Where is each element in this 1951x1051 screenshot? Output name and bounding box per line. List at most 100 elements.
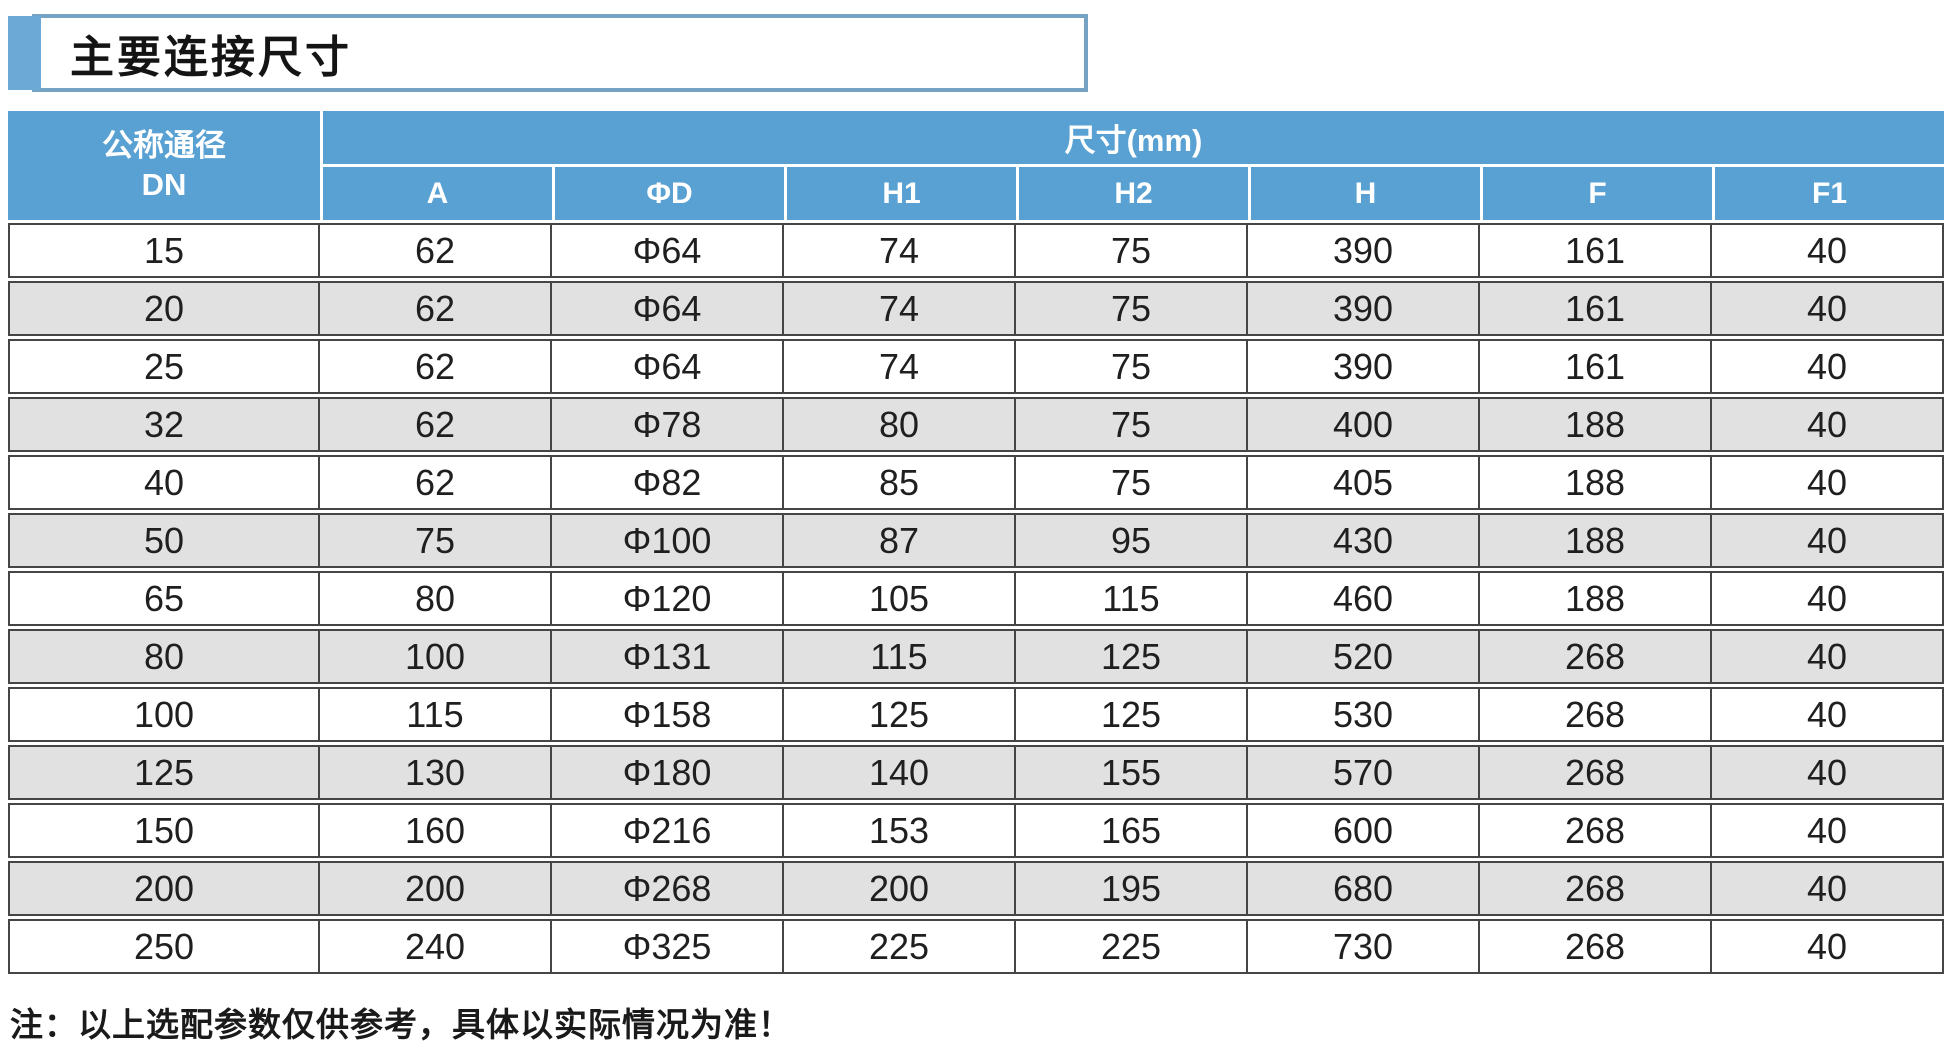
table-cell: 570 — [1248, 745, 1480, 800]
column-header-f1: F1 — [1712, 167, 1945, 220]
sub-header-row: A ΦD H1 H2 H F F1 — [8, 167, 1945, 220]
column-group-header-size-mm: 尺寸(mm) — [320, 111, 1945, 164]
table-cell: 161 — [1480, 281, 1712, 336]
table-cell: 390 — [1248, 339, 1480, 394]
table-cell: 140 — [784, 745, 1016, 800]
dn-header-line2: DN — [141, 166, 187, 202]
table-cell: 40 — [1712, 513, 1945, 568]
table-cell: 40 — [1712, 339, 1945, 394]
table-cell: 188 — [1480, 571, 1712, 626]
column-header-a: A — [320, 167, 552, 220]
table-row: 65 80 Φ120 105 115 460 188 40 — [8, 571, 1945, 626]
table-cell: 460 — [1248, 571, 1480, 626]
table-cell: 268 — [1480, 745, 1712, 800]
column-header-h2: H2 — [1016, 167, 1248, 220]
title-box: 主要连接尺寸 — [32, 14, 1088, 92]
table-cell: 40 — [1712, 629, 1945, 684]
column-header-f: F — [1480, 167, 1712, 220]
table-cell: 62 — [320, 397, 552, 452]
table-cell: 75 — [1016, 339, 1248, 394]
table-cell: 74 — [784, 281, 1016, 336]
table-cell: Φ64 — [552, 339, 784, 394]
table-row: 20 62 Φ64 74 75 390 161 40 — [8, 281, 1945, 336]
table-cell: 115 — [1016, 571, 1248, 626]
table-cell: 250 — [8, 919, 320, 974]
table-cell: 74 — [784, 223, 1016, 278]
table-cell: 40 — [1712, 571, 1945, 626]
table-cell: Φ120 — [552, 571, 784, 626]
table-cell: 390 — [1248, 281, 1480, 336]
page-title: 主要连接尺寸 — [70, 33, 352, 82]
table-cell: 85 — [784, 455, 1016, 510]
table-cell: 40 — [1712, 281, 1945, 336]
table-cell: 125 — [1016, 629, 1248, 684]
table-cell: 730 — [1248, 919, 1480, 974]
table-cell: 268 — [1480, 861, 1712, 916]
table-cell: Φ78 — [552, 397, 784, 452]
table-row: 40 62 Φ82 85 75 405 188 40 — [8, 455, 1945, 510]
table-cell: Φ100 — [552, 513, 784, 568]
table-cell: Φ268 — [552, 861, 784, 916]
table-cell: 75 — [1016, 397, 1248, 452]
table-row: 250 240 Φ325 225 225 730 268 40 — [8, 919, 1945, 974]
table-cell: 40 — [1712, 397, 1945, 452]
table-cell: 165 — [1016, 803, 1248, 858]
table-cell: 188 — [1480, 513, 1712, 568]
column-header-h1: H1 — [784, 167, 1016, 220]
table-cell: Φ325 — [552, 919, 784, 974]
table-cell: 130 — [320, 745, 552, 800]
table-cell: 80 — [8, 629, 320, 684]
column-header-dn: 公称通径 DN — [8, 111, 320, 220]
table-cell: 75 — [320, 513, 552, 568]
column-header-φd: ΦD — [552, 167, 784, 220]
table-cell: 150 — [8, 803, 320, 858]
table-cell: 430 — [1248, 513, 1480, 568]
table-cell: 530 — [1248, 687, 1480, 742]
table-cell: 40 — [1712, 455, 1945, 510]
table-cell: 50 — [8, 513, 320, 568]
table-cell: 62 — [320, 223, 552, 278]
group-header-row: 公称通径 DN 尺寸(mm) — [8, 111, 1945, 220]
table-cell: 74 — [784, 339, 1016, 394]
title-accent-block — [8, 16, 41, 90]
table-cell: 15 — [8, 223, 320, 278]
table-cell: 62 — [320, 339, 552, 394]
dn-header-line1: 公称通径 — [102, 127, 226, 163]
table-cell: 40 — [1712, 745, 1945, 800]
table-cell: 40 — [1712, 803, 1945, 858]
table-cell: 125 — [1016, 687, 1248, 742]
table-cell: 32 — [8, 397, 320, 452]
table-cell: 520 — [1248, 629, 1480, 684]
table-cell: 115 — [320, 687, 552, 742]
table-cell: 20 — [8, 281, 320, 336]
table-cell: 40 — [1712, 919, 1945, 974]
table-row: 25 62 Φ64 74 75 390 161 40 — [8, 339, 1945, 394]
table-body: 15 62 Φ64 74 75 390 161 40 20 62 Φ64 74 75 390 161 40 25… — [8, 223, 1945, 974]
table-cell: 87 — [784, 513, 1016, 568]
table-cell: Φ158 — [552, 687, 784, 742]
table-cell: 268 — [1480, 629, 1712, 684]
table-cell: 125 — [784, 687, 1016, 742]
table-cell: 105 — [784, 571, 1016, 626]
column-header-h: H — [1248, 167, 1480, 220]
table-cell: 40 — [1712, 861, 1945, 916]
table-cell: 200 — [8, 861, 320, 916]
table-row: 125 130 Φ180 140 155 570 268 40 — [8, 745, 1945, 800]
table-cell: 268 — [1480, 919, 1712, 974]
table-row: 15 62 Φ64 74 75 390 161 40 — [8, 223, 1945, 278]
table-cell: 268 — [1480, 687, 1712, 742]
title-bar: 主要连接尺寸 — [8, 14, 1088, 92]
table-cell: Φ131 — [552, 629, 784, 684]
table-cell: 75 — [1016, 223, 1248, 278]
table-cell: 40 — [1712, 223, 1945, 278]
table-cell: 405 — [1248, 455, 1480, 510]
table-cell: 390 — [1248, 223, 1480, 278]
table-cell: 200 — [320, 861, 552, 916]
table-cell: 600 — [1248, 803, 1480, 858]
table-cell: 268 — [1480, 803, 1712, 858]
table-cell: 75 — [1016, 281, 1248, 336]
table-cell: 125 — [8, 745, 320, 800]
table-cell: 155 — [1016, 745, 1248, 800]
table-cell: 100 — [320, 629, 552, 684]
table-cell: 62 — [320, 281, 552, 336]
